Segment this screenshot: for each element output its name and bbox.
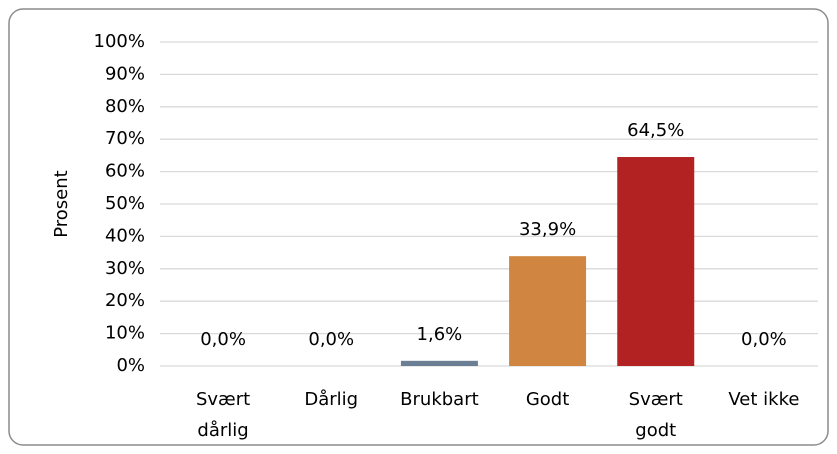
y-tick-label: 50% [105,193,145,214]
bar [617,157,695,366]
y-tick-label: 100% [94,31,145,52]
y-axis-label: Prosent [51,170,72,237]
y-tick-label: 20% [105,290,145,311]
y-tick-label: 30% [105,258,145,279]
y-tick-label: 60% [105,161,145,182]
data-label: 64,5% [627,120,684,141]
data-label: 0,0% [741,329,787,350]
x-tick-label: Godt [525,389,570,410]
y-tick-label: 70% [105,128,145,149]
x-tick-label: Brukbart [400,389,479,410]
y-tick-label: 80% [105,96,145,117]
y-tick-label: 40% [105,225,145,246]
data-label: 1,6% [417,324,463,345]
y-tick-label: 10% [105,323,145,344]
bar [400,360,478,366]
data-label: 0,0% [200,329,246,350]
x-tick-label: Svært dårlig [195,389,251,441]
y-tick-label: 90% [105,63,145,84]
x-tick-label: Svært godt [628,389,683,441]
x-tick-label: Dårlig [304,389,359,410]
x-tick-label: Vet ikke [728,389,800,410]
data-label: 33,9% [519,219,576,240]
data-label: 0,0% [308,329,354,350]
bar [509,256,587,366]
y-tick-label: 0% [116,355,145,376]
